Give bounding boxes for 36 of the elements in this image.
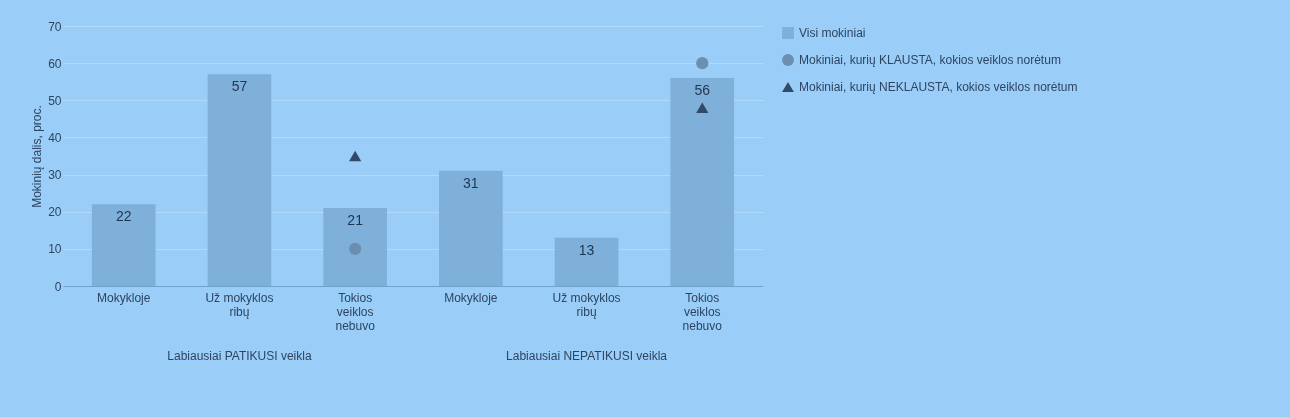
y-tick-label: 30 xyxy=(48,168,62,183)
y-tick-label: 70 xyxy=(48,19,62,34)
point xyxy=(696,57,709,70)
x-tick-label: Tokios veiklos nebuvo xyxy=(335,290,376,333)
data-label: 22 xyxy=(115,208,132,225)
legend-label: Mokiniai, kurių KLAUSTA, kokios veiklos norėtum xyxy=(799,53,1061,67)
bar xyxy=(323,208,387,286)
point xyxy=(349,242,362,255)
data-label: 56 xyxy=(694,82,711,98)
bar xyxy=(207,74,272,286)
bar xyxy=(554,237,619,286)
y-tick-label: 10 xyxy=(48,242,62,257)
x-tick-label: Už mokyklos ribų xyxy=(552,290,621,319)
y-tick-label: 60 xyxy=(48,56,62,71)
y-tick-label: 20 xyxy=(48,205,62,220)
data-label: 13 xyxy=(578,241,595,258)
y-tick-label: 50 xyxy=(48,93,62,108)
x-tick-label: Mokykloje xyxy=(97,290,151,305)
bar xyxy=(670,78,735,286)
legend-label: Visi mokiniai xyxy=(799,26,866,40)
bar xyxy=(91,204,156,286)
x-tick-label: Tokios veiklos nebuvo xyxy=(682,290,723,333)
bar xyxy=(439,170,503,286)
point xyxy=(696,102,709,114)
y-axis-title: Mokinių dalis, proc. xyxy=(30,105,45,208)
y-tick-label: 0 xyxy=(54,279,62,294)
data-label: 57 xyxy=(231,78,248,95)
x-tick-label: Mokykloje xyxy=(444,290,498,305)
y-tick-label: 40 xyxy=(48,130,62,145)
legend-label: Mokiniai, kurių NEKLAUSTA, kokios veiklos norėtum xyxy=(799,80,1078,94)
data-label: 31 xyxy=(463,174,479,191)
text: Labiausiai PATIKUSI veikla xyxy=(167,349,312,363)
data-label: 21 xyxy=(347,212,364,228)
x-tick-label: Už mokyklos ribų xyxy=(205,290,274,319)
text: Labiausiai NEPATIKUSI veikla xyxy=(506,349,668,363)
point xyxy=(349,150,362,162)
